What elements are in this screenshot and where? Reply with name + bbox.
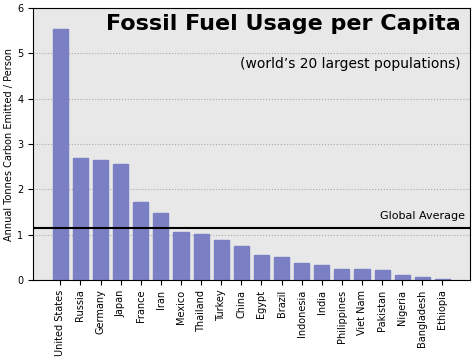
Bar bbox=[113, 165, 128, 280]
Bar bbox=[274, 257, 289, 280]
Bar bbox=[93, 160, 108, 280]
Bar bbox=[294, 263, 309, 280]
Bar bbox=[314, 265, 329, 280]
Y-axis label: Annual Tonnes Carbon Emitted / Person: Annual Tonnes Carbon Emitted / Person bbox=[4, 48, 14, 240]
Bar bbox=[133, 202, 148, 280]
Bar bbox=[234, 246, 249, 280]
Bar bbox=[173, 232, 189, 280]
Bar bbox=[435, 279, 450, 280]
Text: (world’s 20 largest populations): (world’s 20 largest populations) bbox=[240, 57, 461, 71]
Bar bbox=[334, 269, 349, 280]
Text: Global Average: Global Average bbox=[381, 211, 465, 221]
Bar bbox=[355, 269, 370, 280]
Bar bbox=[214, 240, 229, 280]
Bar bbox=[193, 234, 209, 280]
Bar bbox=[153, 213, 168, 280]
Bar bbox=[254, 255, 269, 280]
Bar bbox=[73, 158, 88, 280]
Bar bbox=[53, 28, 68, 280]
Bar bbox=[395, 275, 410, 280]
Bar bbox=[415, 277, 430, 280]
Bar bbox=[374, 270, 390, 280]
Text: Fossil Fuel Usage per Capita: Fossil Fuel Usage per Capita bbox=[106, 14, 461, 33]
